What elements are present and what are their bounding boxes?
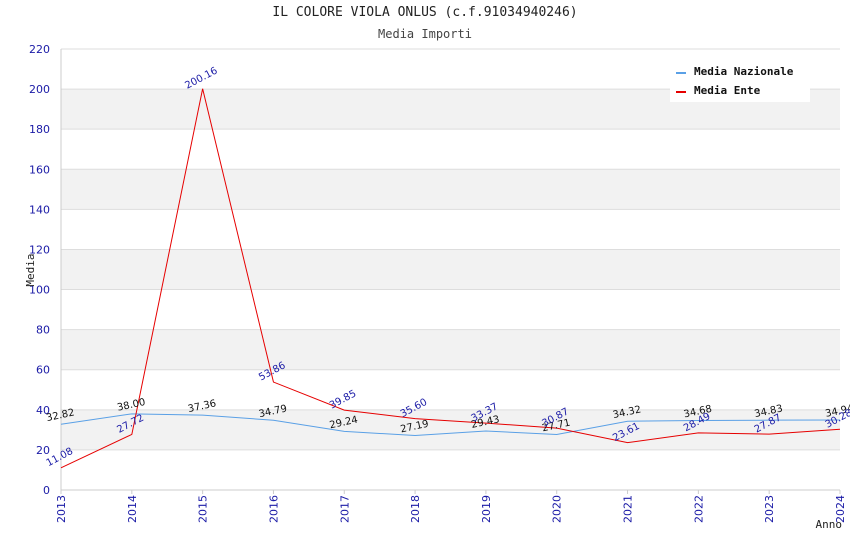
y-tick-label: 120 [29, 243, 50, 256]
legend: Media Nazionale Media Ente [670, 60, 810, 102]
series-lines [60, 88, 841, 469]
y-tick-labels: 0 20 40 60 80 100 120 140 160 180 200 220 [29, 43, 50, 497]
y-tick-label: 200 [29, 83, 50, 96]
x-tick-label: 2018 [409, 495, 422, 523]
y-tick-label: 0 [43, 484, 50, 497]
y-tick-label: 140 [29, 203, 50, 216]
data-label-nazionale: 34.94 [824, 403, 850, 420]
grid-bands [61, 89, 840, 450]
grid-band [61, 409, 840, 450]
x-tick-labels: 2013 2014 2015 2016 2017 2018 2019 2020 2021 2022… [55, 495, 847, 523]
y-tick-label: 160 [29, 163, 50, 176]
x-tick-label: 2015 [197, 495, 210, 523]
x-tick-label: 2020 [551, 495, 564, 523]
x-tick-label: 2019 [480, 495, 493, 523]
x-tick-label: 2024 [834, 495, 847, 523]
grid-band [61, 329, 840, 370]
y-tick-label: 180 [29, 123, 50, 136]
axes [60, 49, 841, 494]
x-tick-label: 2013 [55, 495, 68, 523]
y-tick-label: 100 [29, 284, 50, 297]
data-label-ente: 200.16 [183, 65, 219, 91]
grid-lines [61, 48, 840, 491]
legend-box [670, 60, 810, 102]
x-tick-label: 2016 [267, 495, 280, 523]
y-tick-label: 20 [36, 444, 50, 457]
data-label-ente: 39.85 [328, 388, 358, 411]
x-tick-label: 2014 [126, 495, 139, 523]
x-tick-label: 2023 [763, 495, 776, 523]
legend-label-ente: Media Ente [694, 84, 761, 97]
series-line-nazionale [60, 413, 841, 436]
chart-title: IL COLORE VIOLA ONLUS (c.f.91034940246) [272, 5, 578, 20]
x-tick-label: 2021 [622, 495, 635, 523]
grid-band [61, 169, 840, 210]
x-tick-label: 2017 [338, 495, 351, 523]
y-tick-label: 220 [29, 43, 50, 56]
series-line-ente [60, 88, 841, 469]
x-tick-label: 2022 [692, 495, 705, 523]
y-tick-label: 80 [36, 324, 50, 337]
y-tick-label: 40 [36, 404, 50, 417]
y-axis-title: Media [24, 253, 37, 286]
grid-band [61, 249, 840, 290]
x-axis-title: Anno [816, 518, 843, 531]
legend-label-nazionale: Media Nazionale [694, 65, 794, 78]
chart-subtitle: Media Importi [378, 27, 472, 41]
y-tick-label: 60 [36, 364, 50, 377]
